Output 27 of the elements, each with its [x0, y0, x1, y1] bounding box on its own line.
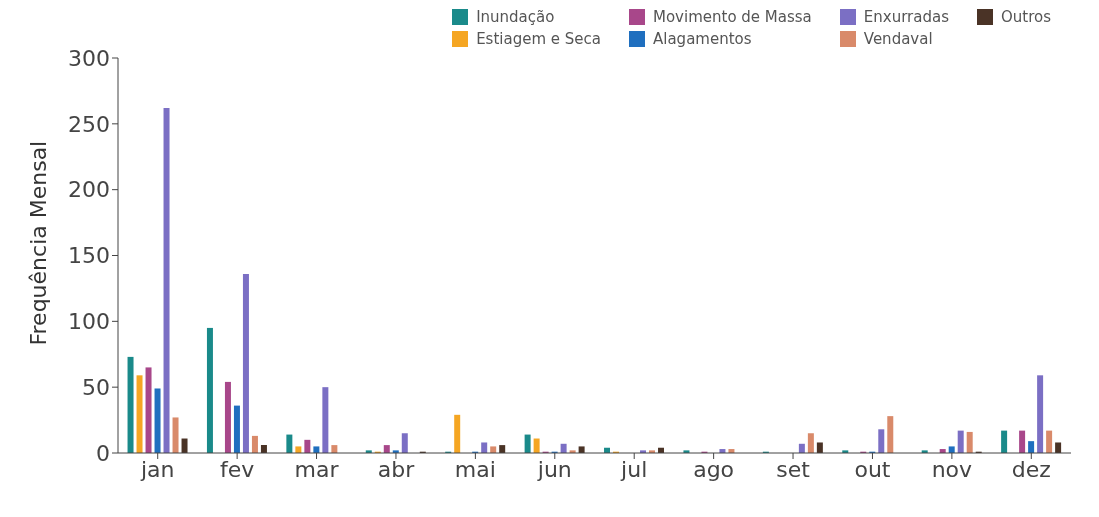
- legend-label: Enxurradas: [863, 8, 949, 26]
- legend-label: Movimento de Massa: [652, 8, 812, 26]
- legend-label: Outros: [1000, 8, 1051, 26]
- x-tick-label: dez: [1011, 456, 1051, 482]
- x-tick-label: ago: [693, 456, 735, 482]
- x-tick-label: jun: [536, 456, 572, 482]
- legend-label: Vendaval: [863, 30, 933, 48]
- y-tick-label: 0: [96, 440, 110, 466]
- x-tick-label: out: [854, 456, 891, 482]
- y-tick-label: 50: [82, 374, 110, 400]
- legend-label: Estiagem e Seca: [476, 30, 601, 48]
- legend-label: Alagamentos: [652, 30, 752, 48]
- x-tick-label: set: [776, 456, 811, 482]
- x-tick-label: nov: [931, 456, 973, 482]
- x-tick-label: jul: [620, 456, 648, 482]
- y-tick-label: 300: [68, 45, 110, 71]
- y-tick-label: 100: [68, 309, 110, 335]
- legend-label: Inundação: [476, 8, 555, 26]
- x-tick-label: mar: [294, 456, 340, 482]
- y-axis-title: Frequência Mensal: [25, 140, 51, 346]
- y-tick-label: 200: [68, 177, 110, 203]
- y-tick-label: 250: [68, 111, 110, 137]
- x-tick-label: fev: [219, 456, 255, 482]
- y-tick-label: 150: [68, 243, 110, 269]
- x-tick-label: abr: [377, 456, 416, 482]
- x-tick-label: jan: [139, 456, 175, 482]
- x-tick-label: mai: [454, 456, 496, 482]
